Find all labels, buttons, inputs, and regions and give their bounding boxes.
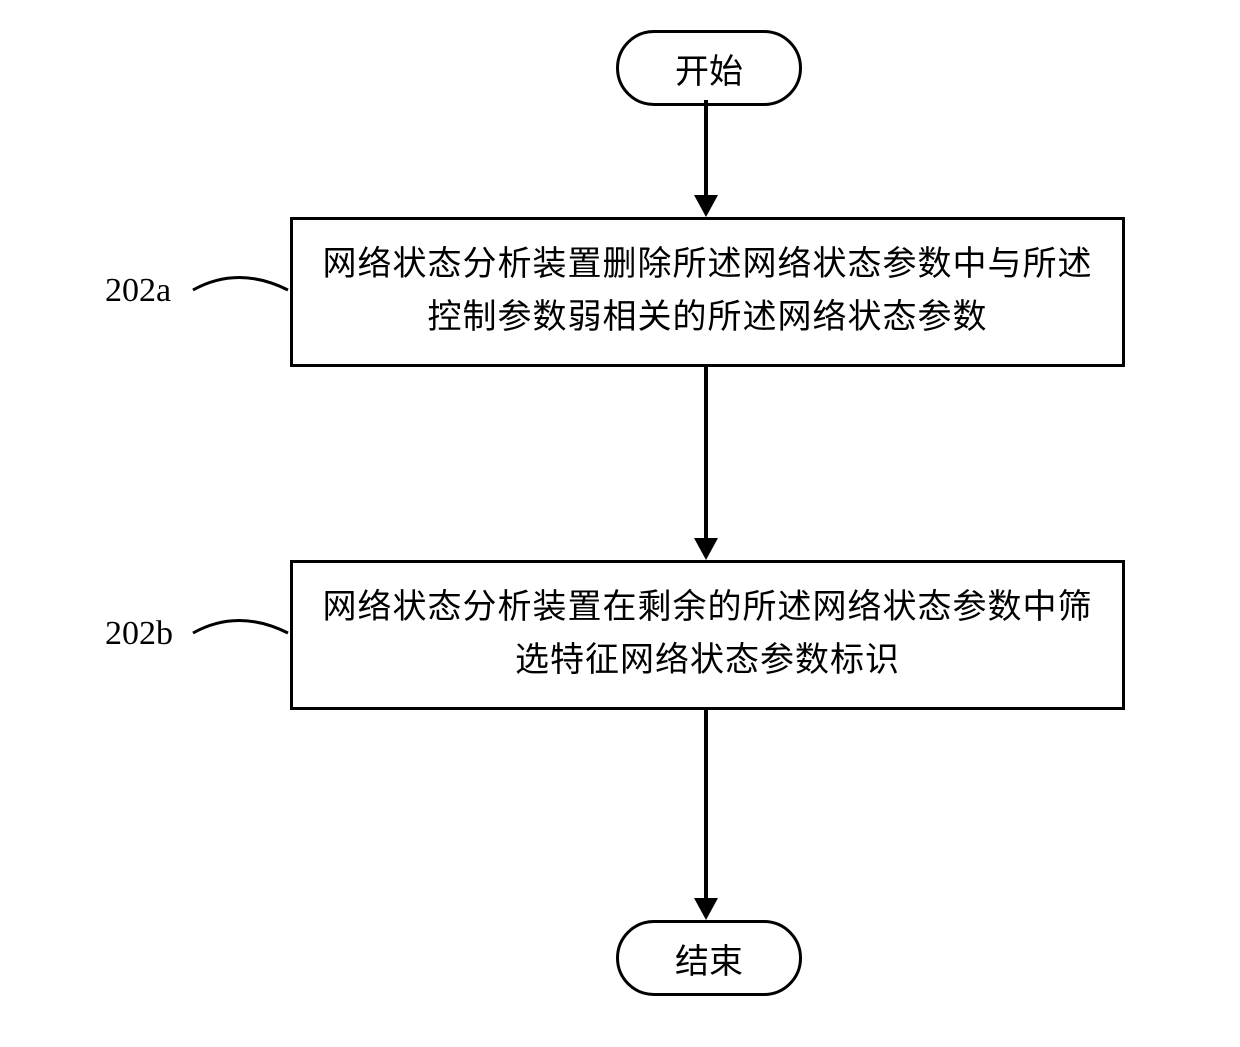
connector-202b: [188, 603, 293, 663]
arrow-2-line: [704, 367, 708, 538]
step-202a-text: 网络状态分析装置删除所述网络状态参数中与所述控制参数弱相关的所述网络状态参数: [313, 239, 1102, 344]
arrow-1-head: [694, 195, 718, 217]
start-node: 开始: [616, 30, 802, 106]
arrow-3-line: [704, 710, 708, 898]
step-202a-label: 202a: [105, 272, 171, 310]
end-label: 结束: [675, 934, 743, 983]
step-202a-box: 网络状态分析装置删除所述网络状态参数中与所述控制参数弱相关的所述网络状态参数: [290, 217, 1125, 367]
step-202b-text: 网络状态分析装置在剩余的所述网络状态参数中筛选特征网络状态参数标识: [313, 582, 1102, 687]
arrow-3-head: [694, 898, 718, 920]
step-202b-box: 网络状态分析装置在剩余的所述网络状态参数中筛选特征网络状态参数标识: [290, 560, 1125, 710]
end-node: 结束: [616, 920, 802, 996]
arrow-1-line: [704, 100, 708, 195]
flowchart-canvas: 开始 202a 网络状态分析装置删除所述网络状态参数中与所述控制参数弱相关的所述…: [0, 0, 1240, 1047]
connector-202a: [188, 260, 293, 320]
arrow-2-head: [694, 538, 718, 560]
start-label: 开始: [675, 44, 743, 93]
step-202b-label: 202b: [105, 615, 173, 653]
